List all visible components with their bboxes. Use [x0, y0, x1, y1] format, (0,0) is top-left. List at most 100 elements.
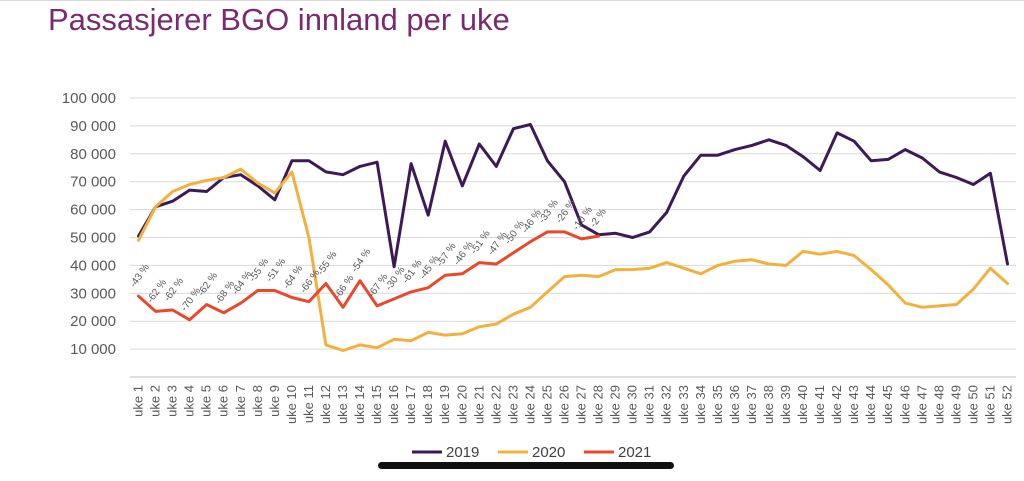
- x-tick-label: uke 12: [318, 385, 333, 424]
- x-tick-label: uke 21: [471, 385, 486, 424]
- x-tick-label: uke 18: [420, 385, 435, 424]
- data-point: [631, 236, 634, 239]
- data-point: [852, 254, 856, 257]
- data-point: [461, 332, 464, 335]
- x-tick-label: uke 25: [539, 385, 554, 424]
- data-point: [767, 138, 771, 141]
- data-point: [546, 290, 549, 294]
- data-point: [444, 333, 447, 337]
- data-label: -62 %: [162, 276, 186, 304]
- x-tick-label: uke 6: [216, 385, 231, 417]
- data-point: [767, 262, 771, 266]
- data-point: [358, 279, 362, 282]
- data-point: [392, 265, 396, 268]
- series-line-2021: [137, 230, 601, 322]
- data-point: [1006, 262, 1009, 266]
- data-point: [409, 290, 413, 294]
- x-tick-label: uke 40: [795, 385, 810, 424]
- data-point: [921, 306, 924, 309]
- data-point: [137, 294, 140, 298]
- data-point: [955, 176, 958, 179]
- data-point: [512, 251, 515, 254]
- data-labels: -43 %-62 %-62 %-70 %-62 %-68 %-64 %-55 %…: [128, 198, 609, 314]
- data-point: [648, 267, 651, 270]
- data-point: [205, 190, 208, 193]
- data-point: [699, 154, 702, 157]
- x-tick-label: uke 39: [778, 385, 793, 424]
- data-point: [324, 282, 328, 285]
- data-point: [358, 343, 362, 347]
- data-point: [290, 159, 294, 162]
- x-tick-label: uke 47: [914, 385, 929, 424]
- data-point: [256, 184, 259, 188]
- x-tick-label: uke 17: [403, 385, 418, 424]
- x-tick-label: uke 52: [999, 385, 1014, 424]
- data-point: [478, 325, 481, 328]
- data-point: [307, 236, 311, 239]
- data-point: [580, 274, 583, 277]
- x-tick-label: uke 7: [233, 385, 248, 417]
- data-point: [835, 131, 839, 135]
- data-point: [955, 303, 958, 306]
- x-tick-label: uke 38: [761, 385, 776, 424]
- data-point: [665, 211, 668, 214]
- data-label: -55 %: [315, 249, 339, 277]
- page-title: Passasjerer BGO innland per uke: [48, 2, 510, 37]
- data-point: [887, 283, 890, 287]
- data-label: -43 %: [128, 262, 152, 290]
- data-point: [444, 140, 447, 143]
- data-point: [512, 313, 515, 316]
- y-tick-label: 70 000: [70, 174, 116, 191]
- data-point: [222, 311, 225, 314]
- data-point: [563, 180, 566, 183]
- data-point: [989, 267, 992, 270]
- x-tick-label: uke 48: [931, 385, 946, 424]
- data-point: [188, 183, 191, 186]
- legend-label-2020: 2020: [532, 444, 565, 461]
- data-point: [580, 237, 583, 241]
- data-point: [427, 286, 430, 289]
- x-tick-label: uke 41: [812, 385, 827, 424]
- data-point: [409, 162, 413, 165]
- x-tick-label: uke 29: [608, 385, 623, 424]
- data-point: [256, 181, 259, 185]
- data-point: [614, 232, 617, 235]
- x-tick-label: uke 34: [693, 385, 708, 424]
- data-point: [205, 303, 208, 306]
- data-point: [375, 304, 379, 308]
- x-tick-label: uke 9: [267, 385, 282, 417]
- x-tick-label: uke 2: [148, 385, 163, 417]
- scroll-handle[interactable]: [378, 462, 674, 469]
- data-point: [972, 287, 975, 291]
- data-point: [529, 240, 532, 243]
- data-point: [716, 154, 719, 157]
- data-point: [273, 191, 276, 195]
- data-point: [478, 142, 481, 146]
- x-tick-label: uke 23: [505, 385, 520, 424]
- data-point: [392, 338, 396, 341]
- data-point: [239, 173, 242, 176]
- data-point: [273, 289, 276, 292]
- x-tick-label: uke 3: [165, 385, 180, 417]
- data-point: [358, 165, 362, 168]
- x-tick-label: uke 36: [727, 385, 742, 424]
- data-point: [887, 158, 890, 161]
- data-point: [392, 297, 396, 301]
- x-tick-label: uke 49: [948, 385, 963, 424]
- data-point: [580, 223, 583, 227]
- y-tick-label: 30 000: [70, 285, 116, 302]
- x-tick-label: uke 5: [199, 385, 214, 417]
- data-point: [784, 144, 788, 147]
- data-label: -66 %: [332, 273, 356, 301]
- x-tick-label: uke 1: [131, 385, 146, 417]
- series-line-2019: [137, 123, 1009, 269]
- y-tick-label: 50 000: [70, 230, 116, 247]
- x-tick-label: uke 24: [522, 385, 537, 424]
- data-point: [989, 172, 992, 175]
- data-point: [631, 268, 634, 271]
- x-tick-label: uke 31: [642, 385, 657, 424]
- data-point: [273, 198, 276, 201]
- data-point: [784, 264, 788, 267]
- data-point: [733, 260, 737, 263]
- legend-label-2019: 2019: [446, 444, 479, 461]
